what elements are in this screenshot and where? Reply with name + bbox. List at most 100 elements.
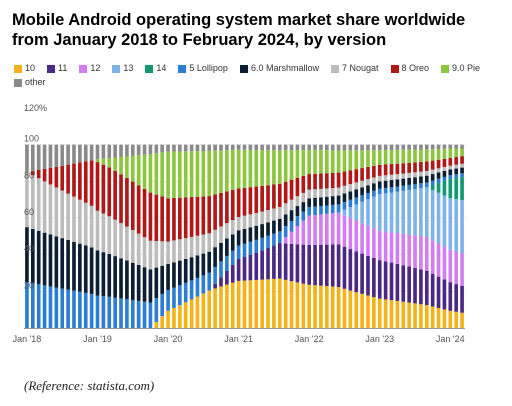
bar-segment: [236, 188, 241, 217]
bar-segment: [189, 197, 194, 237]
bar-segment: [354, 251, 359, 293]
bar-segment: [25, 227, 29, 283]
legend-swatch: [330, 64, 339, 73]
legend-item[interactable]: 11: [47, 63, 67, 74]
bar-segment: [254, 279, 259, 328]
legend-label: 6.0 Marshmallow: [250, 63, 319, 73]
bar-segment: [119, 223, 123, 259]
bar-segment: [219, 261, 223, 278]
bar-segment: [430, 240, 435, 274]
bar-segment: [230, 264, 235, 283]
bar-segment: [142, 237, 147, 268]
bar-segment: [260, 250, 264, 280]
bar-segment: [242, 149, 247, 188]
bar-stack: [448, 144, 453, 328]
bar-segment: [266, 235, 270, 249]
bar-segment: [419, 269, 423, 305]
bar-segment: [195, 255, 200, 278]
bar-segment: [348, 170, 353, 185]
bar-segment: [454, 144, 459, 149]
legend-item[interactable]: other: [14, 77, 46, 88]
bar-segment: [236, 230, 241, 246]
bar-segment: [407, 266, 411, 303]
bar-segment: [395, 300, 400, 328]
bar-segment: [395, 186, 400, 192]
bar-segment: [354, 220, 359, 252]
bar-segment: [401, 144, 406, 150]
bar-segment: [154, 144, 159, 154]
bar-segment: [407, 149, 411, 163]
bar-segment: [430, 180, 435, 186]
bar-segment: [78, 199, 82, 244]
bar-stack: [413, 144, 417, 328]
bar-segment: [125, 177, 129, 227]
legend-label: 13: [123, 63, 134, 73]
bar-segment: [36, 170, 41, 179]
bar-stack: [454, 144, 459, 328]
bar-segment: [313, 189, 317, 198]
legend-item[interactable]: 6.0 Marshmallow: [239, 63, 319, 74]
bar-stack: [419, 144, 423, 328]
bar-segment: [319, 205, 323, 215]
legend-item[interactable]: 14: [145, 63, 166, 74]
bar-segment: [413, 172, 417, 178]
bar-stack: [125, 144, 129, 328]
bar-segment: [407, 234, 411, 267]
legend-item[interactable]: 12: [79, 63, 100, 74]
bar-segment: [183, 258, 188, 283]
bar-stack: [36, 144, 41, 328]
bar-stack: [366, 144, 370, 328]
legend-item[interactable]: 7 Nougat: [330, 63, 379, 74]
bar-segment: [454, 174, 459, 179]
legend-item[interactable]: 8 Oreo: [390, 63, 429, 74]
bar-segment: [454, 164, 459, 169]
bar-segment: [260, 185, 264, 212]
bar-segment: [178, 151, 182, 198]
legend-item[interactable]: 10: [14, 63, 35, 74]
bar-segment: [248, 280, 253, 328]
legend-swatch: [47, 64, 56, 73]
bar-segment: [313, 244, 317, 286]
bar-segment: [78, 144, 82, 163]
bar-segment: [330, 187, 335, 197]
bar-segment: [160, 196, 165, 242]
bar-segment: [424, 270, 429, 306]
legend-item[interactable]: 9.0 Pie: [441, 63, 480, 74]
bar-segment: [277, 243, 282, 279]
bar-segment: [377, 298, 382, 328]
bar-segment: [160, 293, 165, 317]
bar-segment: [66, 240, 70, 290]
bar-segment: [372, 297, 376, 328]
bar-segment: [213, 229, 217, 248]
legend-item[interactable]: 5 Lollipop: [178, 63, 228, 74]
bar-stack: [424, 144, 429, 328]
bar-segment: [395, 191, 400, 234]
bar-segment: [266, 279, 270, 328]
bar-segment: [225, 144, 229, 151]
bar-segment: [113, 157, 117, 171]
bar-segment: [178, 285, 182, 306]
bar-segment: [207, 196, 212, 234]
bar-stack: [60, 144, 65, 328]
bar-segment: [295, 196, 300, 207]
bar-segment: [354, 169, 359, 183]
bar-segment: [277, 231, 282, 244]
legend-item[interactable]: 13: [112, 63, 133, 74]
bar-segment: [183, 282, 188, 303]
bar-segment: [113, 256, 117, 298]
bar-segment: [366, 179, 370, 186]
bar-segment: [225, 284, 229, 328]
bar-segment: [272, 220, 276, 234]
bar-segment: [313, 215, 317, 245]
bar-segment: [360, 201, 364, 224]
x-tick-label: Jan '21: [224, 334, 253, 344]
bar-segment: [424, 161, 429, 171]
bar-segment: [442, 180, 447, 196]
bar-segment: [407, 184, 411, 190]
bar-segment: [248, 241, 253, 255]
bar-stack: [119, 144, 123, 328]
bar-segment: [130, 230, 135, 263]
bar-segment: [395, 233, 400, 264]
bar-segment: [60, 165, 65, 191]
bar-segment: [454, 251, 459, 285]
